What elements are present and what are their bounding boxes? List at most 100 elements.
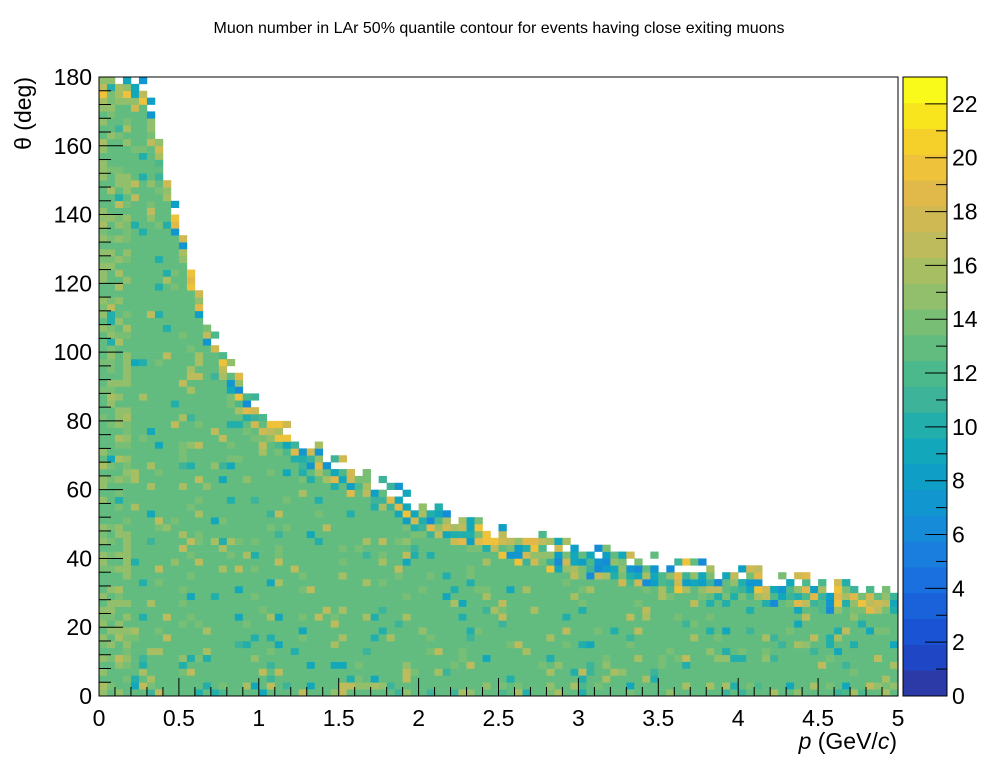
heatmap-cell	[154, 317, 164, 325]
heatmap-cell	[122, 599, 132, 607]
heatmap-cell	[450, 565, 459, 573]
heatmap-cell	[562, 592, 571, 601]
heatmap-cell	[186, 517, 196, 525]
heatmap-cell	[194, 434, 204, 442]
heatmap-cell	[154, 255, 164, 263]
heatmap-cell	[106, 524, 116, 532]
heatmap-cell	[290, 640, 300, 649]
heatmap-cell	[106, 83, 116, 92]
heatmap-cell	[194, 558, 204, 566]
heatmap-cell	[130, 420, 140, 429]
heatmap-cell	[122, 180, 132, 188]
heatmap-cell	[274, 682, 284, 690]
heatmap-cell	[698, 654, 707, 662]
heatmap-cell	[146, 613, 156, 621]
heatmap-cell	[498, 640, 507, 649]
heatmap-cell	[466, 599, 475, 607]
heatmap-cell	[210, 434, 220, 442]
heatmap-cell	[234, 565, 244, 573]
heatmap-cell	[890, 599, 899, 607]
heatmap-cell	[298, 627, 308, 635]
heatmap-cell	[594, 668, 603, 676]
heatmap-cell	[754, 613, 763, 621]
heatmap-cell	[514, 627, 523, 635]
heatmap-cell	[826, 682, 835, 690]
heatmap-cell	[578, 654, 587, 662]
heatmap-cell	[522, 640, 531, 649]
heatmap-cell	[154, 627, 164, 635]
heatmap-cell	[106, 173, 116, 181]
heatmap-cell	[122, 297, 132, 305]
heatmap-cell	[338, 613, 347, 621]
heatmap-cell	[410, 510, 419, 518]
heatmap-cell	[154, 482, 164, 490]
heatmap-cell	[106, 634, 116, 642]
heatmap-cell	[554, 640, 563, 649]
heatmap-cell	[106, 462, 116, 470]
heatmap-cell	[274, 689, 284, 697]
heatmap-cell	[370, 585, 379, 594]
heatmap-cell	[578, 627, 587, 635]
heatmap-cell	[306, 482, 316, 490]
heatmap-cell	[218, 352, 228, 360]
heatmap-cell	[178, 482, 188, 490]
heatmap-cell	[250, 448, 260, 456]
heatmap-cell	[562, 620, 571, 628]
heatmap-cell	[386, 620, 395, 628]
heatmap-cell	[242, 558, 252, 566]
heatmap-cell	[130, 400, 140, 408]
heatmap-cell	[114, 661, 124, 669]
heatmap-cell	[338, 496, 347, 504]
heatmap-cell	[242, 613, 252, 621]
heatmap-cell	[522, 579, 531, 587]
heatmap-cell	[834, 661, 843, 669]
heatmap-cell	[162, 462, 172, 470]
heatmap-cell	[154, 180, 164, 188]
x-tick-label: 3.5	[642, 705, 674, 731]
heatmap-cell	[370, 503, 379, 511]
heatmap-cell	[210, 462, 220, 470]
heatmap-cell	[218, 372, 228, 380]
heatmap-cell	[378, 627, 387, 635]
heatmap-cell	[762, 620, 771, 628]
heatmap-cell	[394, 496, 403, 504]
heatmap-cell	[442, 510, 451, 518]
heatmap-cell	[650, 661, 659, 669]
heatmap-cell	[186, 524, 196, 532]
heatmap-cell	[866, 627, 875, 635]
heatmap-cell	[154, 269, 164, 277]
heatmap-cell	[674, 661, 683, 669]
heatmap-cell	[418, 544, 427, 552]
heatmap-cell	[114, 558, 124, 566]
heatmap-cell	[314, 448, 324, 456]
heatmap-cell	[346, 496, 355, 504]
heatmap-cell	[866, 647, 875, 656]
heatmap-cell	[186, 530, 196, 539]
heatmap-cell	[154, 551, 164, 559]
heatmap-cell	[242, 414, 252, 422]
heatmap-cell	[386, 613, 395, 621]
heatmap-cell	[322, 620, 332, 628]
heatmap-cell	[282, 551, 292, 559]
heatmap-cell	[642, 661, 651, 669]
heatmap-cell	[130, 407, 140, 415]
heatmap-cell	[162, 386, 172, 394]
heatmap-cell	[114, 579, 124, 587]
heatmap-cell	[770, 620, 779, 628]
heatmap-cell	[498, 606, 507, 614]
heatmap-cell	[802, 585, 811, 594]
heatmap-cell	[138, 400, 148, 408]
heatmap-cell	[346, 661, 355, 669]
heatmap-cell	[114, 221, 124, 229]
heatmap-cell	[706, 668, 715, 676]
heatmap-cell	[754, 627, 763, 635]
heatmap-cell	[538, 530, 547, 539]
heatmap-cell	[866, 620, 875, 628]
heatmap-cell	[626, 579, 635, 587]
heatmap-cell	[122, 235, 132, 243]
heatmap-cell	[874, 620, 883, 628]
heatmap-cell	[682, 640, 691, 649]
heatmap-cell	[586, 551, 595, 559]
heatmap-cell	[130, 551, 140, 559]
heatmap-cell	[99, 77, 108, 85]
